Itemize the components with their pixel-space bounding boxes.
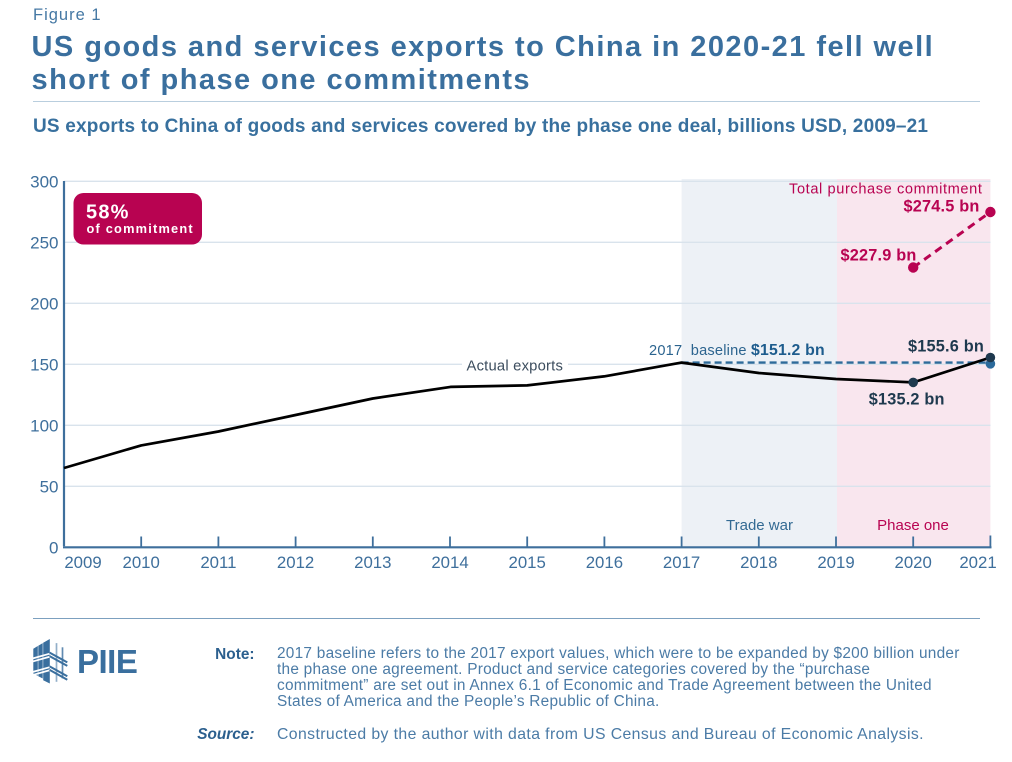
svg-text:$155.6 bn: $155.6 bn (908, 338, 984, 356)
svg-text:2009: 2009 (64, 553, 101, 572)
svg-text:PIIE: PIIE (77, 643, 137, 680)
svg-text:200: 200 (30, 295, 58, 314)
svg-text:2011: 2011 (200, 553, 236, 572)
svg-text:0: 0 (49, 539, 58, 558)
svg-text:Phase one: Phase one (877, 517, 949, 534)
svg-text:300: 300 (30, 173, 58, 192)
svg-text:$274.5 bn: $274.5 bn (903, 198, 979, 216)
svg-text:2021: 2021 (959, 553, 996, 572)
svg-text:50: 50 (40, 478, 59, 497)
svg-text:Total purchase commitment: Total purchase commitment (789, 182, 982, 198)
svg-text:2017: 2017 (663, 553, 700, 572)
svg-text:Trade war: Trade war (726, 517, 793, 534)
svg-text:2012: 2012 (277, 553, 314, 572)
svg-text:2016: 2016 (586, 553, 623, 572)
svg-text:2013: 2013 (354, 553, 391, 572)
svg-text:2017 baseline $151.2 bn: 2017 baseline $151.2 bn (649, 342, 825, 359)
svg-text:$227.9 bn: $227.9 bn (840, 247, 916, 265)
svg-text:250: 250 (30, 234, 58, 253)
svg-text:2010: 2010 (123, 553, 160, 572)
svg-text:150: 150 (30, 356, 58, 375)
svg-text:2015: 2015 (509, 553, 546, 572)
svg-text:$135.2 bn: $135.2 bn (869, 391, 945, 409)
svg-text:of commitment: of commitment (87, 221, 194, 236)
svg-text:2014: 2014 (431, 553, 468, 572)
svg-text:100: 100 (30, 417, 58, 436)
svg-text:Actual exports: Actual exports (467, 359, 564, 375)
svg-text:2019: 2019 (817, 553, 854, 572)
svg-text:2020: 2020 (895, 553, 932, 572)
svg-text:2018: 2018 (740, 553, 777, 572)
svg-text:58%: 58% (86, 202, 130, 224)
